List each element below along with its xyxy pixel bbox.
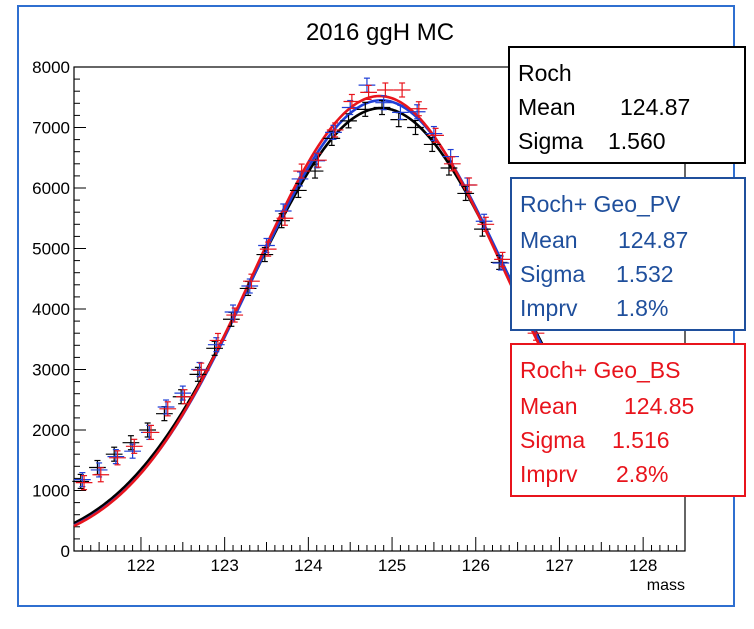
data-point (293, 163, 311, 179)
data-point (192, 362, 210, 378)
data-point (341, 99, 359, 116)
data-point (159, 401, 177, 417)
data-point (310, 152, 327, 168)
stat-label-sigma: Sigma (520, 427, 586, 453)
stat-label-imprv: Imprv (520, 295, 578, 321)
stat-value-imprv: 2.8% (616, 461, 669, 487)
stat-value-sigma: 1.560 (608, 128, 666, 154)
data-point (376, 82, 394, 98)
y-tick-label: 0 (61, 542, 70, 561)
stat-label-mean: Mean (520, 227, 578, 253)
data-point (142, 424, 160, 441)
y-tick-label: 6000 (32, 179, 70, 198)
data-point (258, 237, 275, 254)
data-point (457, 185, 475, 202)
data-point (477, 216, 495, 232)
data-point (494, 251, 511, 267)
data-point (356, 101, 374, 117)
data-point (276, 210, 294, 226)
axes: 0 1000 2000 3000 4000 5000 6000 7000 8000 122 123 1… (32, 58, 686, 575)
stat-value-sigma: 1.532 (616, 261, 674, 287)
fit-curve-2 (73, 94, 553, 528)
stat-title: Roch (518, 60, 572, 86)
y-tick-label: 7000 (32, 119, 70, 138)
data-point (109, 450, 126, 466)
chart-title: 2016 ggH MC (306, 19, 454, 46)
x-tick-label: 122 (127, 556, 155, 575)
data-point (209, 332, 227, 349)
data-point (92, 467, 110, 483)
data-point (408, 104, 426, 120)
x-axis-label: mass (647, 577, 685, 594)
y-tick-label: 4000 (32, 300, 70, 319)
data-point (107, 449, 125, 465)
y-tick-label: 3000 (32, 361, 70, 380)
data-point (392, 104, 409, 120)
y-tick-label: 2000 (32, 421, 70, 440)
data-point (323, 130, 341, 146)
data-point (360, 84, 377, 101)
data-point (226, 307, 244, 323)
data-point (174, 385, 192, 401)
data-point (122, 435, 140, 451)
stat-label-sigma: Sigma (520, 261, 586, 287)
y-tick-label: 8000 (32, 58, 70, 77)
data-point (125, 438, 143, 454)
data-point (259, 241, 277, 257)
data-point (224, 304, 242, 320)
x-tick-label: 124 (294, 556, 322, 575)
data-point (393, 82, 411, 98)
data-point (410, 101, 428, 117)
stat-label-sigma: Sigma (518, 128, 584, 154)
data-point (443, 156, 461, 172)
stat-value-sigma: 1.516 (612, 427, 670, 453)
data-point (407, 119, 424, 136)
stat-value-mean: 124.87 (620, 94, 691, 120)
stat-value-imprv: 1.8% (616, 295, 669, 321)
data-point (124, 443, 141, 459)
y-tick-label: 1000 (32, 482, 70, 501)
x-tick-label: 123 (210, 556, 238, 575)
stat-label-imprv: Imprv (520, 461, 578, 487)
data-point (460, 177, 478, 193)
x-tick-label: 128 (629, 556, 657, 575)
stat-label-mean: Mean (520, 393, 578, 419)
data-point (75, 475, 93, 491)
data-point (243, 273, 260, 289)
fit-curve-0 (73, 106, 553, 525)
stat-box-geo-pv: Roch+ Geo_PV Mean 124.87 Sigma 1.532 Imp… (510, 177, 746, 331)
data-point (343, 93, 361, 110)
stat-title: Roch+ Geo_BS (520, 357, 681, 383)
stat-title: Roch+ Geo_PV (520, 191, 681, 217)
y-tick-label: 5000 (32, 240, 70, 259)
stat-value-mean: 124.85 (624, 393, 695, 419)
x-tick-label: 126 (462, 556, 490, 575)
stat-label-mean: Mean (518, 94, 576, 120)
x-tick-label: 127 (545, 556, 573, 575)
stat-box-roch: Roch Mean 124.87 Sigma 1.560 (508, 46, 746, 164)
stat-box-geo-bs: Roch+ Geo_BS Mean 124.85 Sigma 1.516 Imp… (510, 343, 746, 497)
data-point (492, 255, 510, 271)
data-point (176, 389, 193, 405)
data-point (326, 122, 344, 138)
data-point (74, 472, 91, 488)
x-tick-label: 125 (378, 556, 406, 575)
stat-value-mean: 124.87 (618, 227, 689, 253)
data-point (427, 127, 444, 143)
data-points (72, 77, 545, 491)
